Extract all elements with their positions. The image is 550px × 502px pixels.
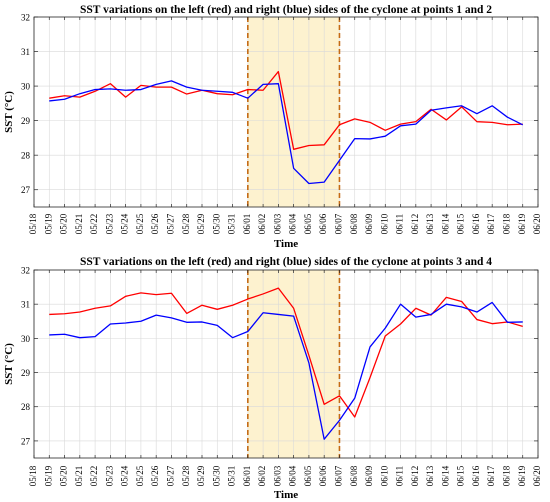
x-tick-label: 06/02 [257, 214, 267, 235]
x-tick-label: 06/16 [471, 213, 481, 234]
x-tick-label: 06/17 [486, 213, 496, 234]
x-tick-label: 06/12 [410, 466, 420, 487]
x-tick-label: 06/19 [517, 465, 527, 486]
x-tick-label: 06/09 [364, 465, 374, 486]
y-tick-label: 29 [21, 116, 31, 126]
series-line-red [49, 70, 523, 150]
x-tick-label: 06/10 [379, 465, 389, 486]
x-tick-label: 05/26 [150, 213, 160, 234]
x-tick-label: 05/22 [89, 214, 99, 235]
x-tick-label: 05/31 [227, 466, 237, 487]
y-tick-label: 30 [21, 334, 31, 344]
x-tick-label: 06/11 [395, 466, 405, 486]
x-tick-label: 06/20 [532, 465, 542, 486]
axes-frame [33, 16, 539, 208]
x-tick-label: 06/20 [532, 213, 542, 234]
x-tick-label: 05/27 [166, 213, 176, 234]
x-tick-label: 06/17 [486, 465, 496, 486]
y-tick-label: 31 [21, 47, 30, 57]
x-tick-label: 06/07 [334, 213, 344, 234]
x-tick-label: 05/29 [196, 213, 206, 234]
x-tick-label: 06/08 [349, 465, 359, 486]
x-tick-label: 06/15 [456, 465, 466, 486]
x-tick-label: 05/20 [59, 465, 69, 486]
x-tick-label: 06/07 [334, 465, 344, 486]
x-tick-label: 05/24 [120, 213, 130, 234]
x-tick-label: 06/01 [242, 214, 252, 235]
y-axis-label: SST (°C) [3, 343, 15, 385]
x-tick-label: 06/05 [303, 213, 313, 234]
x-tick-label: 05/31 [227, 214, 237, 235]
x-axis-label: Time [274, 238, 298, 250]
y-tick-label: 28 [21, 402, 31, 412]
x-tick-label: 05/30 [211, 213, 221, 234]
x-tick-label: 05/22 [89, 466, 99, 487]
x-tick-label: 05/21 [74, 466, 84, 487]
x-tick-label: 05/27 [166, 465, 176, 486]
y-tick-label: 31 [21, 300, 30, 310]
y-tick-label: 29 [21, 368, 31, 378]
x-tick-label: 05/23 [104, 465, 114, 486]
series-line-blue [49, 301, 523, 440]
x-tick-label: 05/28 [181, 213, 191, 234]
x-tick-label: 06/06 [318, 465, 328, 486]
x-tick-label: 05/30 [211, 465, 221, 486]
x-tick-label: 06/03 [272, 213, 282, 234]
x-tick-label: 05/28 [181, 465, 191, 486]
x-tick-label: 05/24 [120, 465, 130, 486]
x-tick-label: 06/02 [257, 466, 267, 487]
axes-frame [33, 269, 539, 459]
y-tick-label: 32 [21, 266, 30, 276]
y-tick-label: 27 [21, 185, 31, 195]
x-tick-label: 05/29 [196, 465, 206, 486]
x-axis-label: Time [274, 489, 298, 501]
x-tick-label: 05/20 [59, 213, 69, 234]
x-tick-label: 06/13 [425, 213, 435, 234]
chart-title: SST variations on the left (red) and rig… [80, 4, 492, 16]
x-tick-label: 06/13 [425, 465, 435, 486]
y-axis-label: SST (°C) [3, 91, 15, 133]
x-tick-label: 06/03 [272, 465, 282, 486]
x-tick-label: 05/18 [28, 213, 38, 234]
x-tick-label: 06/01 [242, 466, 252, 487]
y-tick-label: 27 [21, 436, 31, 446]
series-line-red [49, 287, 523, 418]
x-tick-label: 06/09 [364, 213, 374, 234]
x-tick-label: 05/25 [135, 213, 145, 234]
chart-panel-top: 05/18 05/19 05/20 05/21 05/22 05/23 05/24 05/25… [3, 4, 542, 250]
x-tick-label: 05/18 [28, 465, 38, 486]
x-tick-label: 06/15 [456, 213, 466, 234]
x-tick-label: 05/25 [135, 465, 145, 486]
series-line-blue [49, 80, 524, 185]
y-tick-label: 32 [21, 13, 30, 23]
x-tick-label: 06/18 [502, 213, 512, 234]
x-tick-label: 06/04 [288, 465, 298, 486]
chart-title: SST variations on the left (red) and rig… [80, 256, 492, 268]
x-tick-label: 06/06 [318, 213, 328, 234]
y-tick-label: 30 [21, 82, 31, 92]
x-tick-label: 06/11 [395, 214, 405, 234]
x-tick-label: 05/19 [43, 213, 53, 234]
x-tick-label: 06/12 [410, 214, 420, 235]
chart-panel-bottom: 05/18 05/19 05/20 05/21 05/22 05/23 05/24 05/25… [3, 256, 542, 501]
x-tick-label: 06/14 [440, 213, 450, 234]
x-tick-label: 05/21 [74, 214, 84, 235]
x-tick-label: 06/14 [440, 465, 450, 486]
x-tick-label: 06/18 [502, 465, 512, 486]
x-tick-label: 05/23 [104, 213, 114, 234]
x-tick-label: 06/10 [379, 213, 389, 234]
x-tick-label: 06/05 [303, 465, 313, 486]
y-tick-label: 28 [21, 151, 31, 161]
x-tick-label: 06/04 [288, 213, 298, 234]
x-tick-label: 06/19 [517, 213, 527, 234]
x-tick-label: 06/08 [349, 213, 359, 234]
x-tick-label: 05/19 [43, 465, 53, 486]
x-tick-label: 05/26 [150, 465, 160, 486]
x-tick-label: 06/16 [471, 465, 481, 486]
